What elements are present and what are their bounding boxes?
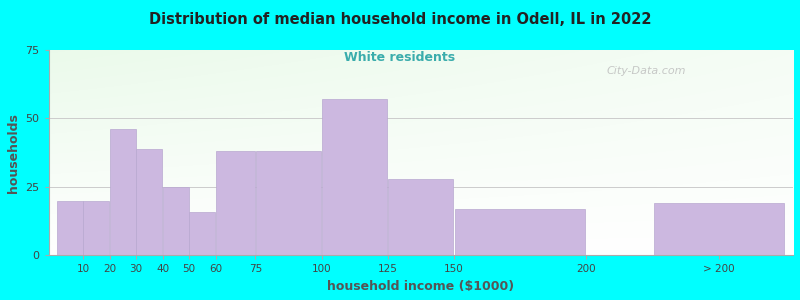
Bar: [136, 148, 162, 256]
Bar: [110, 129, 136, 256]
Bar: [163, 187, 189, 256]
Text: City-Data.com: City-Data.com: [607, 66, 686, 76]
Bar: [389, 179, 454, 256]
X-axis label: household income ($1000): household income ($1000): [327, 280, 514, 293]
Bar: [654, 203, 784, 256]
Text: Distribution of median household income in Odell, IL in 2022: Distribution of median household income …: [149, 12, 651, 27]
Text: White residents: White residents: [345, 51, 455, 64]
Y-axis label: households: households: [7, 113, 20, 193]
Bar: [455, 209, 585, 256]
Bar: [322, 99, 387, 256]
Bar: [57, 201, 83, 256]
Bar: [190, 212, 215, 256]
Bar: [256, 151, 321, 256]
Bar: [216, 151, 255, 256]
Bar: [83, 201, 110, 256]
